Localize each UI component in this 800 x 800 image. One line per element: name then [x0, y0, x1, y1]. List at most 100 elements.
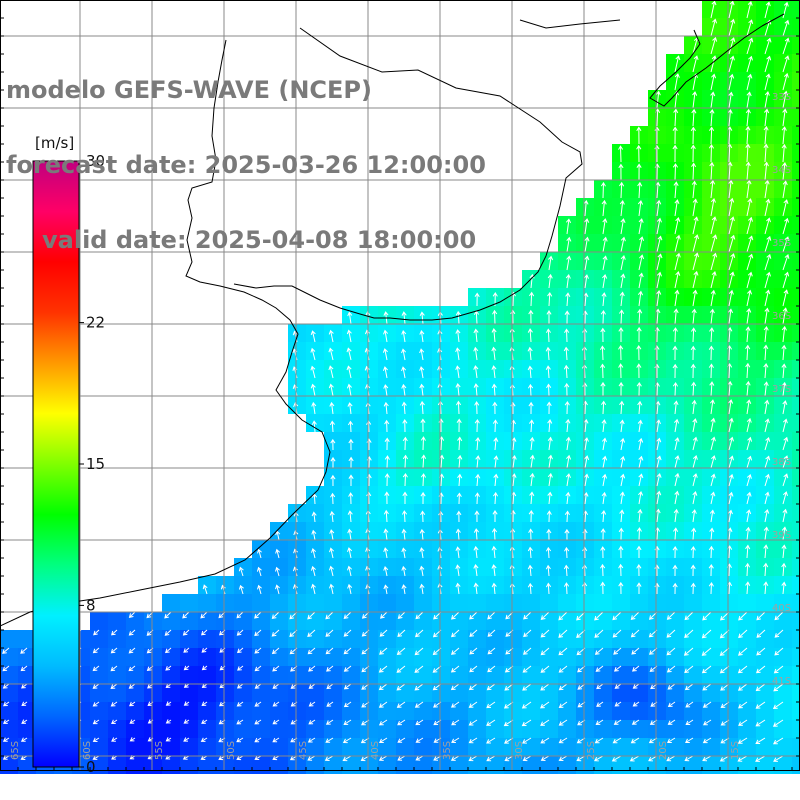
field-cell: [684, 288, 702, 306]
field-cell: [666, 522, 684, 540]
field-cell: [378, 504, 396, 522]
field-cell: [792, 378, 800, 396]
wind-arrow: [238, 548, 244, 559]
field-cell: [18, 630, 36, 648]
field-cell: [702, 396, 720, 414]
wind-arrow: [493, 437, 499, 451]
wind-arrow: [764, 455, 771, 469]
field-cell: [270, 522, 288, 540]
field-cell: [756, 108, 774, 126]
wind-arrow: [620, 273, 626, 289]
field-cell: [540, 270, 558, 288]
wind-arrow: [492, 491, 499, 505]
field-cell: [360, 648, 378, 666]
wind-arrow: [310, 583, 316, 595]
wind-arrow: [419, 583, 425, 595]
wind-arrow: [202, 584, 208, 595]
field-cell: [324, 666, 342, 684]
wind-arrow: [601, 437, 607, 451]
wind-arrow: [128, 611, 136, 618]
wind-arrow: [487, 611, 496, 620]
field-cell: [666, 306, 684, 324]
field-cell: [234, 630, 252, 648]
field-cell: [108, 630, 126, 648]
field-cell: [648, 720, 666, 738]
field-cell: [792, 108, 800, 126]
wind-arrows: [2, 0, 790, 762]
field-cell: [234, 648, 252, 666]
field-cell: [540, 594, 558, 612]
field-cell: [738, 144, 756, 162]
colorbar: [m/s]: [32, 134, 80, 768]
field-cell: [720, 378, 738, 396]
wind-arrow: [782, 491, 788, 505]
field-cell: [162, 666, 180, 684]
wind-arrow: [380, 611, 388, 619]
wind-arrow: [547, 419, 553, 433]
field-cell: [738, 288, 756, 306]
field-cell: [324, 558, 342, 576]
field-cell: [792, 576, 800, 594]
wind-arrow: [474, 401, 480, 415]
wind-arrow: [382, 366, 388, 379]
colorbar-tick-label: 0: [86, 758, 96, 776]
wind-arrow: [583, 418, 589, 433]
field-cell: [738, 360, 756, 378]
wind-arrow: [755, 719, 766, 727]
field-cell: [504, 684, 522, 702]
field-cell: [594, 198, 612, 216]
wind-arrow: [672, 345, 678, 361]
wind-arrow: [455, 528, 461, 541]
wind-arrow: [781, 363, 787, 379]
wind-arrow: [692, 454, 698, 469]
wind-arrow: [469, 647, 478, 655]
field-cell: [666, 450, 684, 468]
wind-arrow: [438, 510, 444, 523]
wind-arrow: [673, 308, 679, 325]
field-cell: [648, 504, 666, 522]
wind-arrow: [631, 665, 640, 672]
wind-arrow: [692, 55, 699, 73]
wind-arrow: [275, 511, 281, 523]
field-cell: [792, 342, 800, 360]
field-cell: [594, 648, 612, 666]
field-cell: [756, 252, 774, 270]
wind-arrow: [415, 719, 424, 726]
field-cell: [90, 612, 108, 630]
wind-arrow: [583, 437, 589, 451]
wind-arrow: [674, 73, 680, 91]
field-cell: [612, 216, 630, 234]
wind-arrow: [782, 400, 788, 415]
wind-arrow: [272, 755, 280, 761]
field-cell: [684, 468, 702, 486]
wind-arrow: [457, 436, 463, 451]
wind-arrow: [419, 400, 425, 415]
field-cell: [486, 666, 504, 684]
field-cell: [774, 108, 792, 126]
field-cell: [756, 324, 774, 342]
field-cell: [702, 90, 720, 108]
wind-arrow: [763, 526, 769, 541]
field-cell: [216, 738, 234, 756]
wind-arrow: [673, 527, 679, 541]
field-cell: [558, 234, 576, 252]
wind-arrow: [540, 755, 550, 761]
field-cell: [90, 738, 108, 756]
field-cell: [630, 198, 648, 216]
wind-arrow: [455, 564, 461, 577]
wind-arrow: [469, 665, 478, 673]
wind-arrow: [378, 701, 388, 708]
wind-arrow: [600, 327, 606, 343]
wind-arrow: [474, 418, 480, 433]
wind-arrow: [618, 327, 624, 342]
field-cell: [162, 756, 180, 774]
wind-arrow: [746, 474, 752, 487]
field-cell: [612, 702, 630, 720]
wind-arrow: [347, 547, 353, 559]
wind-arrow: [111, 629, 118, 636]
wind-arrow: [129, 737, 136, 742]
wind-arrow: [540, 647, 550, 656]
wind-arrow: [727, 509, 733, 523]
field-cell: [144, 666, 162, 684]
field-cell: [0, 738, 18, 756]
